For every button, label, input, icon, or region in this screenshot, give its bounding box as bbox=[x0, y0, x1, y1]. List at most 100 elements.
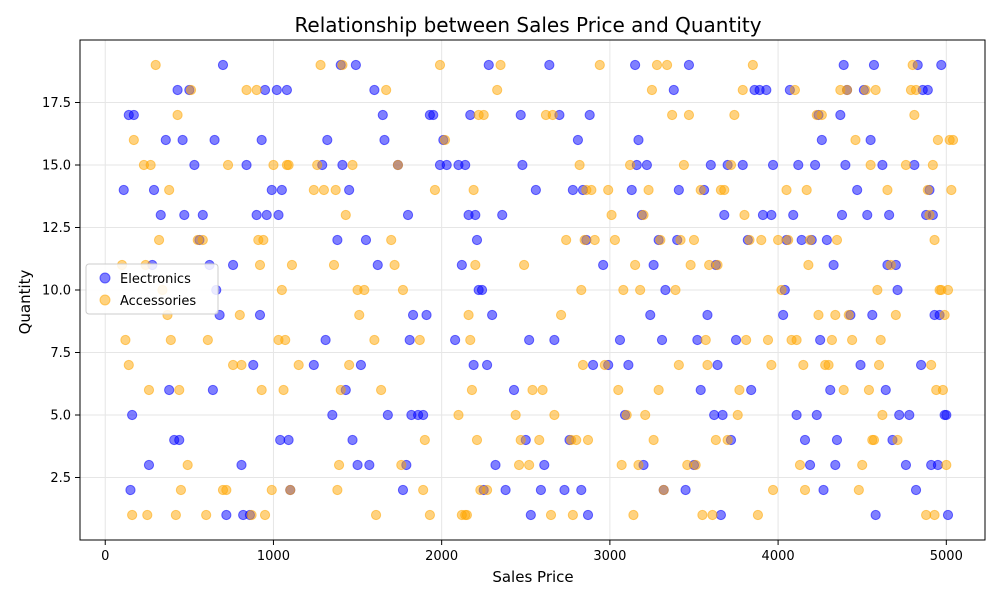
data-point-electronics bbox=[645, 309, 656, 321]
data-point-electronics bbox=[892, 284, 903, 296]
data-point-accessories bbox=[241, 84, 252, 96]
x-tick-label: 1000 bbox=[257, 549, 290, 564]
data-point-electronics bbox=[840, 159, 851, 171]
data-point-electronics bbox=[865, 134, 876, 146]
data-point-accessories bbox=[838, 384, 849, 396]
data-point-accessories bbox=[308, 184, 319, 196]
data-point-electronics bbox=[831, 434, 843, 446]
data-point-electronics bbox=[836, 209, 848, 221]
data-point-accessories bbox=[813, 309, 824, 321]
data-point-accessories bbox=[683, 109, 695, 121]
data-point-accessories bbox=[495, 59, 506, 71]
data-point-accessories bbox=[789, 84, 801, 96]
data-point-accessories bbox=[635, 284, 646, 296]
data-point-accessories bbox=[658, 484, 669, 496]
data-point-electronics bbox=[712, 359, 723, 371]
data-point-accessories bbox=[577, 359, 589, 371]
data-point-electronics bbox=[584, 109, 595, 121]
data-point-accessories bbox=[370, 509, 382, 521]
data-point-electronics bbox=[884, 209, 895, 221]
data-point-electronics bbox=[559, 484, 570, 496]
data-point-accessories bbox=[702, 359, 713, 371]
data-point-accessories bbox=[153, 234, 165, 246]
data-point-electronics bbox=[766, 209, 777, 221]
data-point-electronics bbox=[587, 359, 599, 371]
data-point-electronics bbox=[517, 159, 528, 171]
data-point-electronics bbox=[441, 159, 452, 171]
data-point-electronics bbox=[350, 59, 361, 71]
data-point-accessories bbox=[396, 459, 407, 471]
data-point-accessories bbox=[710, 434, 721, 446]
data-point-accessories bbox=[276, 284, 287, 296]
data-point-electronics bbox=[308, 359, 319, 371]
data-point-electronics bbox=[497, 209, 508, 221]
data-point-accessories bbox=[266, 484, 277, 496]
data-point-accessories bbox=[418, 484, 429, 496]
y-axis-label: Quantity bbox=[16, 269, 34, 334]
data-point-accessories bbox=[922, 184, 933, 196]
data-point-electronics bbox=[719, 209, 730, 221]
data-point-accessories bbox=[312, 159, 323, 171]
data-point-accessories bbox=[599, 359, 610, 371]
data-point-accessories bbox=[927, 159, 938, 171]
data-point-electronics bbox=[273, 209, 284, 221]
data-point-accessories bbox=[333, 459, 345, 471]
y-tick-label: 12.5 bbox=[42, 221, 71, 236]
data-point-electronics bbox=[877, 159, 888, 171]
data-point-electronics bbox=[344, 184, 355, 196]
data-point-accessories bbox=[547, 109, 558, 121]
data-point-accessories bbox=[197, 234, 208, 246]
data-point-accessories bbox=[618, 284, 629, 296]
data-point-electronics bbox=[648, 259, 659, 271]
data-point-accessories bbox=[783, 234, 794, 246]
data-point-accessories bbox=[439, 134, 451, 146]
data-point-electronics bbox=[630, 59, 641, 71]
data-point-electronics bbox=[572, 134, 584, 146]
legend: Electronics Accessories bbox=[85, 263, 219, 315]
data-point-accessories bbox=[571, 434, 582, 446]
data-point-electronics bbox=[904, 409, 915, 421]
data-point-accessories bbox=[389, 259, 400, 271]
data-point-accessories bbox=[589, 234, 600, 246]
data-point-electronics bbox=[862, 209, 873, 221]
data-point-accessories bbox=[545, 509, 557, 521]
data-point-accessories bbox=[280, 334, 291, 346]
data-point-accessories bbox=[463, 309, 474, 321]
data-point-electronics bbox=[909, 159, 920, 171]
data-point-electronics bbox=[683, 59, 695, 71]
data-point-accessories bbox=[633, 459, 644, 471]
data-point-electronics bbox=[476, 284, 488, 296]
data-point-electronics bbox=[730, 334, 742, 346]
data-point-accessories bbox=[673, 359, 684, 371]
data-point-accessories bbox=[655, 234, 666, 246]
data-point-electronics bbox=[702, 309, 713, 321]
data-point-electronics bbox=[281, 84, 293, 96]
data-point-electronics bbox=[327, 409, 338, 421]
data-point-accessories bbox=[434, 59, 446, 71]
data-point-accessories bbox=[882, 184, 893, 196]
data-point-electronics bbox=[241, 159, 252, 171]
data-point-electronics bbox=[852, 184, 863, 196]
data-point-accessories bbox=[332, 484, 343, 496]
data-point-electronics bbox=[397, 484, 409, 496]
data-point-accessories bbox=[712, 259, 723, 271]
data-point-accessories bbox=[468, 184, 479, 196]
data-point-electronics bbox=[656, 334, 668, 346]
data-point-accessories bbox=[328, 259, 340, 271]
data-point-accessories bbox=[175, 484, 187, 496]
data-point-accessories bbox=[318, 184, 330, 196]
data-point-accessories bbox=[707, 509, 718, 521]
data-point-accessories bbox=[744, 234, 755, 246]
data-point-electronics bbox=[468, 359, 479, 371]
data-point-electronics bbox=[567, 184, 578, 196]
data-point-accessories bbox=[337, 59, 348, 71]
x-tick-label: 0 bbox=[101, 549, 109, 564]
data-point-accessories bbox=[227, 359, 239, 371]
data-point-accessories bbox=[772, 234, 784, 246]
legend-label-accessories: Accessories bbox=[120, 294, 196, 309]
data-point-electronics bbox=[256, 134, 267, 146]
data-point-electronics bbox=[481, 359, 493, 371]
data-point-electronics bbox=[143, 459, 155, 471]
data-point-electronics bbox=[815, 334, 826, 346]
chart-title: Relationship between Sales Price and Qua… bbox=[294, 13, 761, 37]
